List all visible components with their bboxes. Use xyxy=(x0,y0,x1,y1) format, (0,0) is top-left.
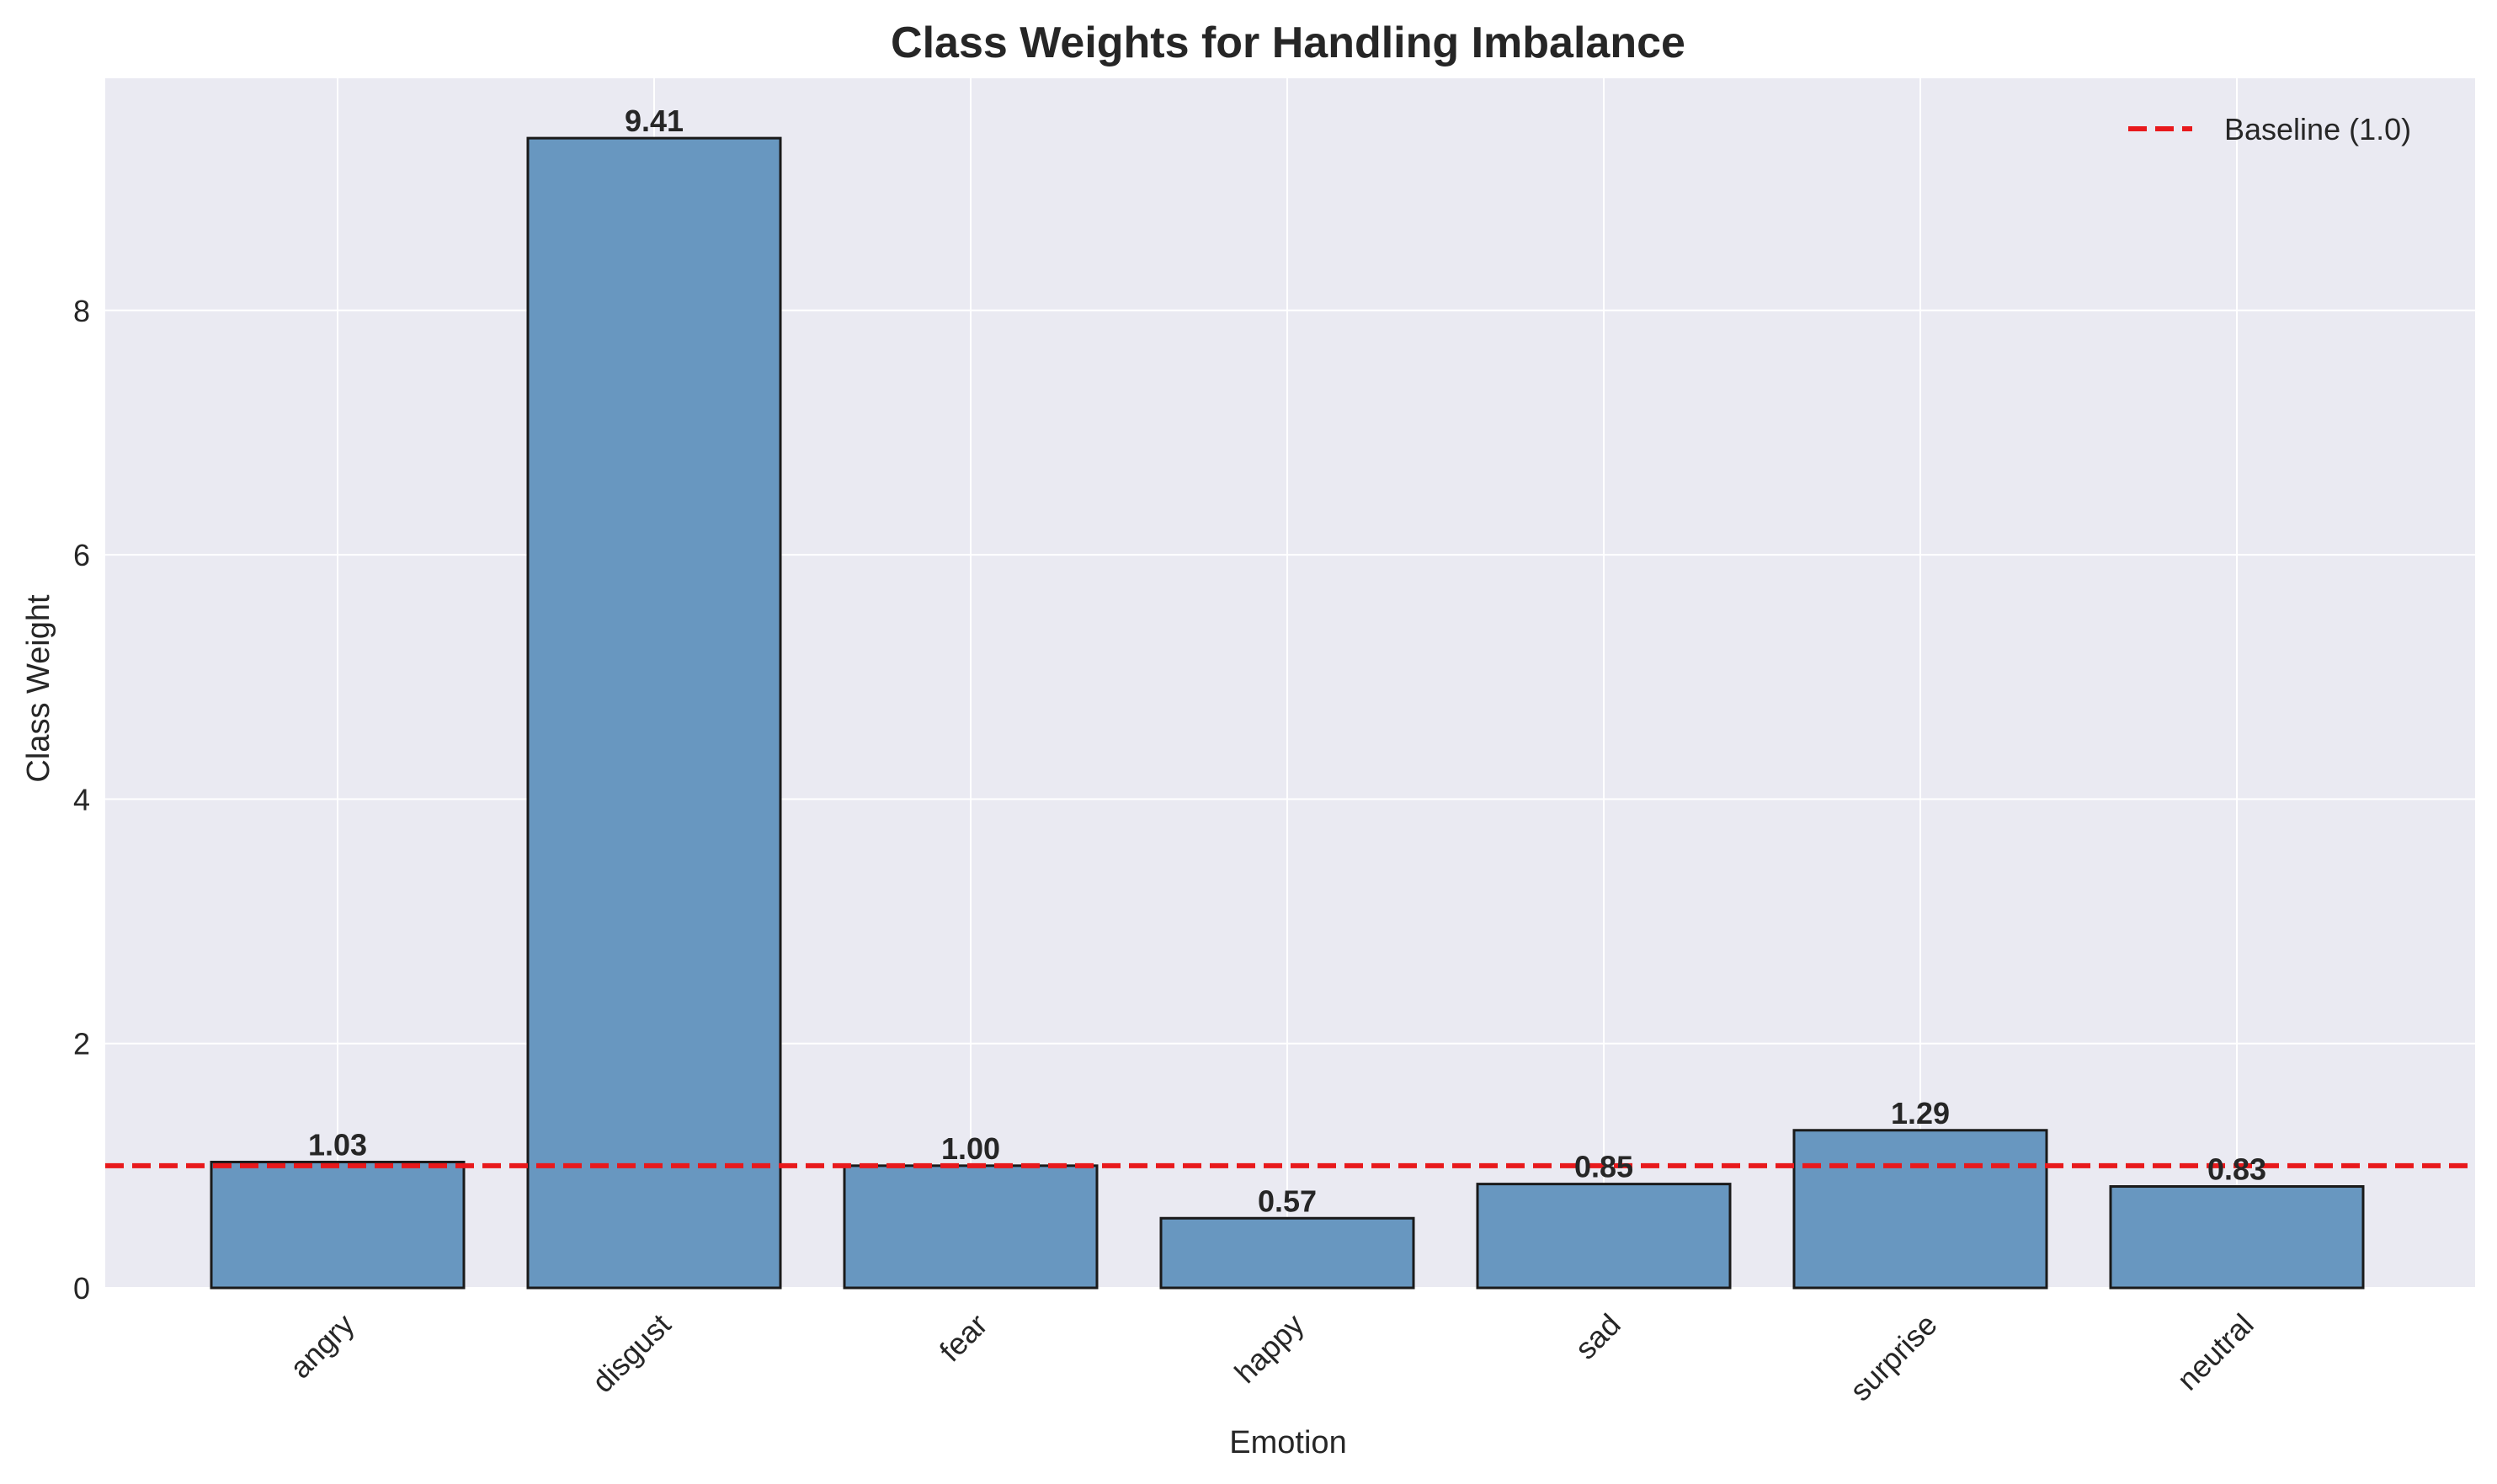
y-tick-label: 2 xyxy=(73,1027,90,1061)
bar-value-label-angry: 1.03 xyxy=(308,1127,367,1162)
y-tick-label: 6 xyxy=(73,538,90,572)
bar-disgust xyxy=(526,136,782,1290)
bar-value-label-sad: 0.85 xyxy=(1574,1150,1633,1184)
y-tick-label: 8 xyxy=(73,294,90,328)
legend-baseline-label: Baseline (1.0) xyxy=(2224,112,2411,146)
y-tick-label: 0 xyxy=(73,1271,90,1306)
bar-neutral xyxy=(2109,1185,2365,1290)
y-axis-label: Class Weight xyxy=(21,594,56,783)
bar-fear xyxy=(843,1164,1099,1290)
x-axis-label: Emotion xyxy=(1229,1425,1346,1460)
bar-sad xyxy=(1476,1183,1732,1290)
grid-lines xyxy=(105,78,2475,1289)
bar-angry xyxy=(210,1160,466,1290)
bars xyxy=(210,136,2365,1290)
bar-value-label-neutral: 0.83 xyxy=(2207,1152,2266,1187)
legend: Baseline (1.0) xyxy=(2128,112,2411,146)
bar-value-label-disgust: 9.41 xyxy=(625,104,684,138)
plot-area xyxy=(105,78,2475,1288)
bar-happy xyxy=(1159,1216,1415,1290)
y-axis-ticks: 0 2 4 6 8 xyxy=(73,294,90,1306)
y-tick-label: 4 xyxy=(73,782,90,816)
bar-value-labels: 1.03 9.41 1.00 0.57 0.85 1.29 0.83 xyxy=(308,104,2266,1218)
bar-value-label-fear: 1.00 xyxy=(941,1131,1000,1166)
bar-surprise xyxy=(1792,1129,2048,1290)
chart-title: Class Weights for Handling Imbalance xyxy=(891,19,1685,67)
bar-value-label-surprise: 1.29 xyxy=(1891,1096,1950,1130)
bar-value-label-happy: 0.57 xyxy=(1258,1183,1317,1218)
